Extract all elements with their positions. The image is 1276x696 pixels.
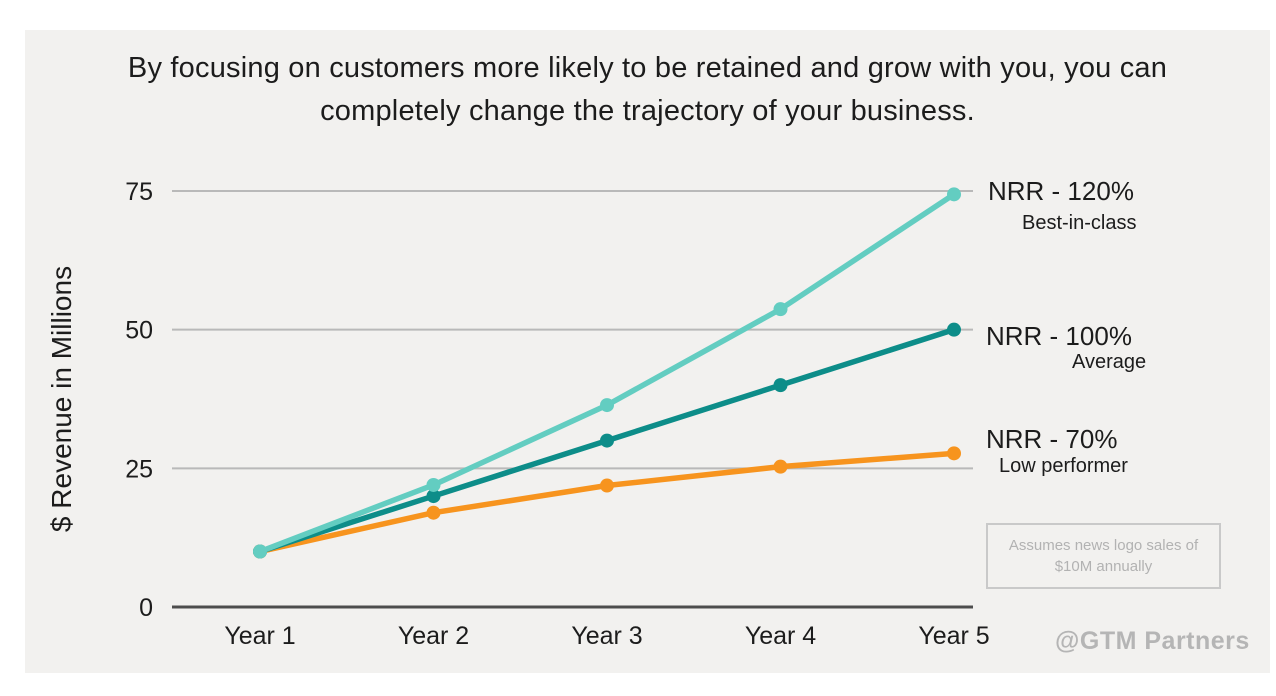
- legend-nrr-100-label: NRR - 100%: [986, 321, 1132, 351]
- assumption-note: Assumes news logo sales of $10M annually: [986, 523, 1221, 589]
- data-point-nrr-100: [600, 433, 614, 448]
- y-axis-title: $ Revenue in Millions: [46, 266, 77, 532]
- data-point-nrr-100: [947, 322, 961, 337]
- x-tick-label: Year 3: [571, 622, 642, 650]
- data-point-nrr-70: [773, 459, 788, 474]
- data-point-nrr-120: [426, 477, 441, 492]
- legend-nrr-120-sublabel: Best-in-class: [1022, 212, 1137, 234]
- data-point-nrr-120: [947, 187, 961, 202]
- x-tick-label: Year 5: [918, 622, 989, 650]
- data-point-nrr-70: [947, 446, 961, 461]
- x-tick-label: Year 1: [224, 622, 295, 650]
- y-tick-label: 50: [125, 317, 153, 345]
- data-point-nrr-120: [253, 544, 267, 559]
- data-point-nrr-120: [773, 302, 788, 317]
- x-tick-label: Year 4: [745, 622, 816, 650]
- series-line-nrr-120: [257, 191, 957, 555]
- chart-title: By focusing on customers more likely to …: [127, 52, 1168, 127]
- legend-nrr-100-sublabel: Average: [1072, 351, 1147, 373]
- chart-card: By focusing on customers more likely to …: [25, 30, 1270, 673]
- data-point-nrr-70: [426, 505, 441, 520]
- y-tick-label: 25: [125, 455, 153, 483]
- x-tick-label: Year 2: [398, 622, 469, 650]
- legend-nrr-120-label: NRR - 120%: [988, 176, 1134, 206]
- y-tick-label: 0: [139, 594, 153, 622]
- data-point-nrr-70: [600, 478, 614, 493]
- data-point-nrr-100: [773, 378, 788, 393]
- revenue-chart: 0 25 50 75 Year 1 Year 2 Year 3 Year 4 Year 5 $ R…: [46, 178, 990, 650]
- legend-nrr-70-sublabel: Low performer: [999, 455, 1128, 477]
- data-point-nrr-120: [600, 398, 614, 413]
- legend-nrr-70-label: NRR - 70%: [986, 424, 1118, 454]
- gtm-partners-watermark: @GTM Partners: [1055, 627, 1250, 655]
- data-point-nrr-100: [426, 489, 441, 504]
- y-tick-label: 75: [125, 178, 153, 206]
